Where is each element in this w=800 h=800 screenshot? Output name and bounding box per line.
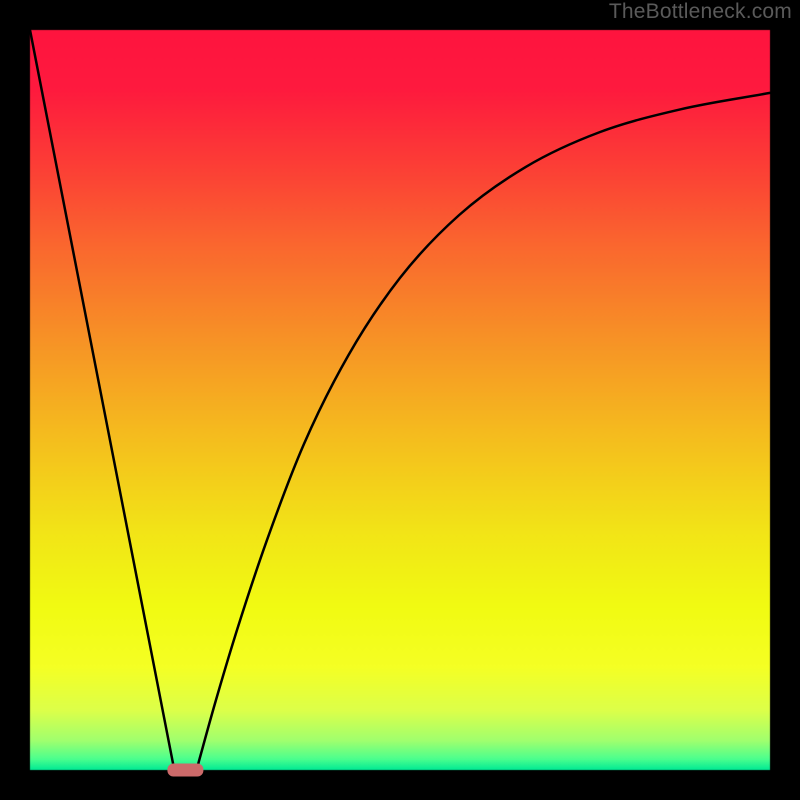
dip-marker [167,764,203,777]
curve-layer [0,0,800,800]
curve-right-branch [197,93,771,770]
attribution-text: TheBottleneck.com [609,0,792,24]
curve-left-branch [30,30,174,770]
chart-container: TheBottleneck.com [0,0,800,800]
